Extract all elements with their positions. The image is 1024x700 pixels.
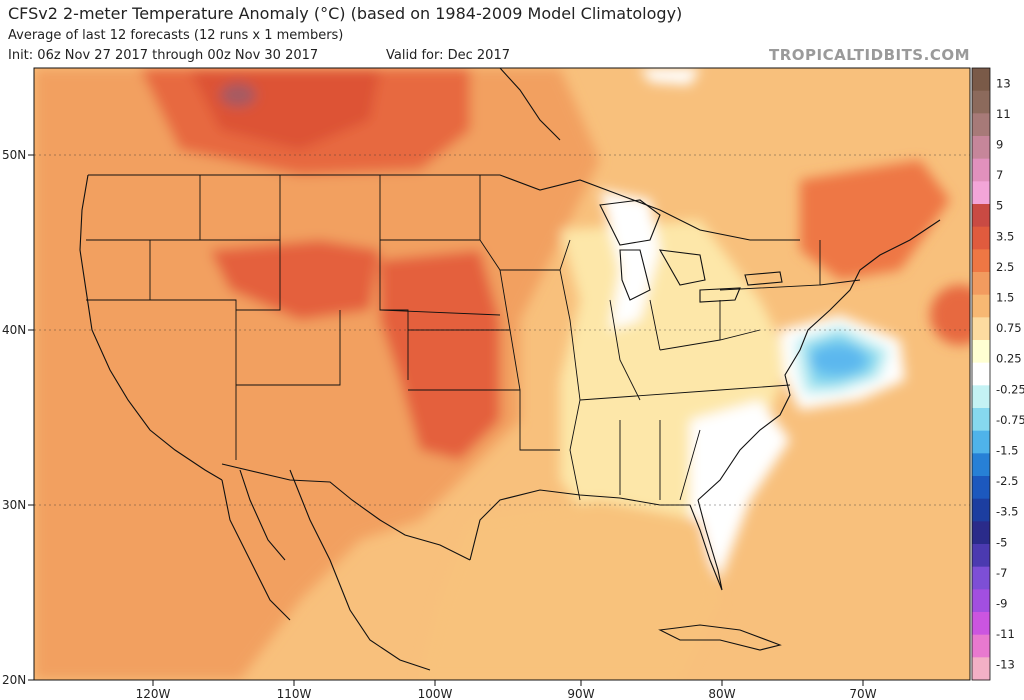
coastline-borders — [79, 68, 941, 671]
colorbar-swatch — [972, 634, 990, 658]
lat-label-20n: 20N — [2, 673, 26, 687]
colorbar-swatch — [972, 181, 990, 205]
colorbar-swatch — [972, 113, 990, 137]
colorbar-label: 11 — [996, 107, 1011, 121]
colorbar-swatch — [972, 136, 990, 160]
map-frame — [33, 67, 971, 681]
init-time: Init: 06z Nov 27 2017 through 00z Nov 30… — [8, 48, 319, 63]
brand-watermark: TROPICALTIDBITS.COM — [769, 46, 970, 64]
colorbar-swatch — [972, 476, 990, 500]
colorbar-label: 0.75 — [996, 321, 1022, 335]
lon-label-110w: 110W — [277, 687, 312, 700]
colorbar-label: 7 — [996, 168, 1003, 182]
colorbar-swatch — [972, 385, 990, 409]
colorbar-swatch — [972, 226, 990, 250]
lon-label-100w: 100W — [418, 687, 453, 700]
graticule — [34, 154, 970, 506]
lon-axis: 120W 110W 100W 90W 80W 70W — [136, 680, 877, 700]
state-borders — [86, 174, 861, 501]
colorbar-swatch — [972, 544, 990, 568]
colorbar-label: 5 — [996, 199, 1003, 213]
colorbar-swatch — [972, 430, 990, 454]
valid-time: Valid for: Dec 2017 — [386, 48, 510, 63]
colorbar-label: -7 — [996, 566, 1007, 580]
lon-label-120w: 120W — [136, 687, 171, 700]
colorbar-swatch — [972, 566, 990, 590]
colorbar-swatch — [972, 294, 990, 318]
colorbar-swatch — [972, 612, 990, 636]
colorbar-label: 9 — [996, 138, 1003, 152]
colorbar-label: -9 — [996, 597, 1007, 611]
colorbar-swatch — [972, 90, 990, 114]
colorbar-label: -11 — [996, 627, 1015, 641]
colorbar-swatch — [972, 589, 990, 613]
colorbar-swatch — [972, 362, 990, 386]
colorbar-label: 2.5 — [996, 260, 1014, 274]
colorbar-label: -13 — [996, 658, 1015, 672]
colorbar-label: 0.25 — [996, 352, 1022, 366]
colorbar-swatch — [972, 204, 990, 228]
lon-label-80w: 80W — [708, 687, 735, 700]
colorbar-label: 13 — [996, 76, 1011, 90]
colorbar-swatch — [972, 453, 990, 477]
lat-label-30n: 30N — [2, 498, 26, 512]
lat-label-40n: 40N — [2, 323, 26, 337]
colorbar-swatch — [972, 272, 990, 296]
colorbar-label: -2.5 — [996, 474, 1018, 488]
colorbar-label: -0.75 — [996, 413, 1024, 427]
lon-label-90w: 90W — [567, 687, 594, 700]
map-subtitle: Average of last 12 forecasts (12 runs x … — [8, 28, 344, 43]
colorbar-label: 1.5 — [996, 291, 1014, 305]
lat-label-50n: 50N — [2, 148, 26, 162]
colorbar-label: -3.5 — [996, 505, 1018, 519]
colorbar-swatch — [972, 158, 990, 182]
map-title: CFSv2 2-meter Temperature Anomaly (°C) (… — [8, 4, 683, 23]
colorbar-swatch — [972, 408, 990, 432]
lat-axis: 50N 40N 30N 20N — [2, 148, 34, 687]
colorbar-swatch — [972, 521, 990, 545]
colorbar-label: -5 — [996, 535, 1007, 549]
colorbar-swatch — [972, 340, 990, 364]
colorbar-swatch — [972, 249, 990, 273]
colorbar-label: -1.5 — [996, 444, 1018, 458]
anomaly-field — [34, 68, 970, 680]
colorbar-swatch — [972, 657, 990, 681]
colorbar-swatch — [972, 317, 990, 341]
colorbar: 13 11 9 7 5 3.5 2.5 1.5 0.75 0.25 -0.25 -0.75 -1.5 -2… — [971, 67, 1024, 681]
lon-label-70w: 70W — [849, 687, 876, 700]
colorbar-swatch — [972, 68, 990, 92]
colorbar-label: 3.5 — [996, 229, 1014, 243]
colorbar-swatch — [972, 498, 990, 522]
colorbar-label: -0.25 — [996, 382, 1024, 396]
